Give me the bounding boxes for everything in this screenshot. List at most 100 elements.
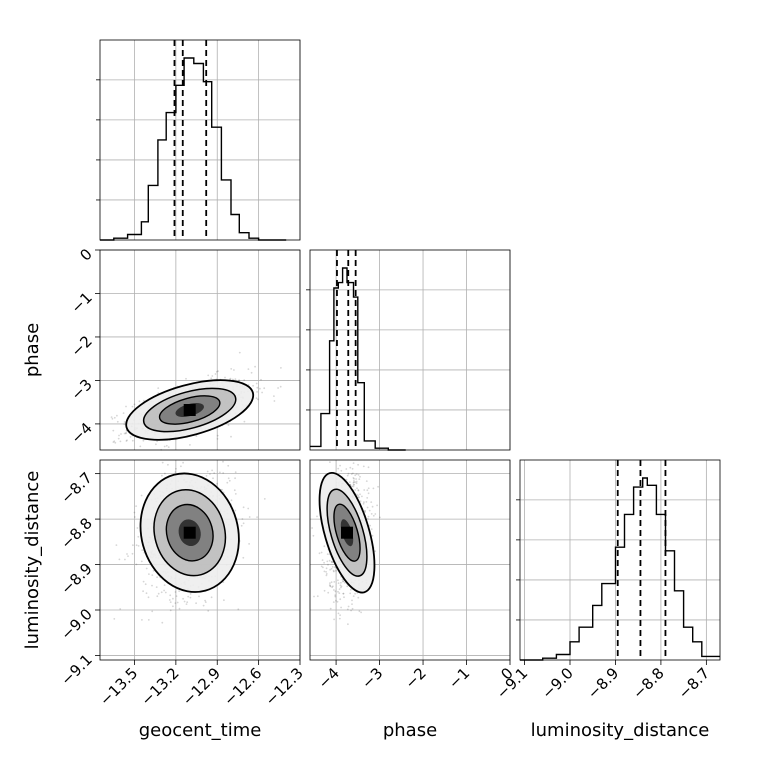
- scatter-point: [127, 555, 129, 557]
- scatter-point: [331, 560, 333, 563]
- scatter-point: [340, 586, 342, 589]
- scatter-point: [344, 581, 346, 584]
- scatter-point: [365, 480, 368, 482]
- scatter-point: [351, 467, 354, 470]
- scatter-point: [370, 528, 373, 530]
- scatter-point: [178, 590, 181, 592]
- scatter-point: [329, 582, 331, 584]
- scatter-point: [335, 599, 337, 602]
- scatter-point: [374, 550, 377, 553]
- y-tick-label-phase: −2: [67, 332, 95, 360]
- x-tick-label-luminosity-distance: −8.7: [675, 664, 713, 702]
- scatter-point: [325, 573, 328, 575]
- scatter-point: [248, 543, 251, 545]
- scatter-point: [329, 585, 332, 588]
- scatter-point: [156, 440, 159, 443]
- scatter-point: [123, 432, 126, 435]
- scatter-point: [325, 567, 328, 570]
- scatter-point: [352, 484, 355, 486]
- scatter-point: [330, 567, 333, 570]
- scatter-point: [352, 482, 355, 484]
- scatter-point: [337, 579, 339, 582]
- scatter-point: [174, 471, 177, 473]
- scatter-point: [338, 588, 341, 590]
- scatter-point: [351, 603, 353, 605]
- scatter-point: [323, 545, 326, 548]
- scatter-point: [227, 464, 230, 467]
- panel-hist-phase: [306, 249, 511, 451]
- panel-joint-geocent-time-luminosity-distance: −13.5−13.2−12.9−12.6−12.3 −9.1 −9.0 −8.9 −8.…: [57, 459, 307, 709]
- scatter-point: [351, 599, 353, 602]
- scatter-point: [323, 570, 326, 573]
- scatter-point: [240, 524, 243, 527]
- scatter-point: [242, 522, 245, 525]
- scatter-point: [207, 610, 210, 612]
- scatter-point: [331, 566, 334, 568]
- scatter-point: [123, 421, 126, 423]
- scatter-point: [357, 463, 359, 466]
- scatter-point: [112, 429, 115, 432]
- scatter-point: [161, 621, 164, 624]
- scatter-point: [342, 580, 345, 582]
- y-tick-label-phase: 0: [76, 245, 95, 264]
- scatter-point: [129, 436, 132, 438]
- scatter-point: [353, 483, 355, 486]
- x-tick-label-luminosity-distance: −8.9: [584, 664, 622, 702]
- scatter-point: [358, 496, 360, 499]
- scatter-point: [342, 580, 344, 583]
- scatter-point: [172, 605, 174, 608]
- density-peak: [341, 526, 353, 539]
- scatter-point: [326, 553, 329, 555]
- scatter-point: [118, 558, 121, 561]
- scatter-point: [163, 445, 166, 448]
- scatter-point: [248, 516, 251, 518]
- panel-frame: [309, 459, 511, 661]
- scatter-point: [363, 489, 366, 491]
- scatter-point: [342, 592, 345, 595]
- scatter-point: [351, 485, 354, 488]
- scatter-point: [204, 601, 207, 603]
- scatter-point: [352, 472, 354, 475]
- scatter-point: [242, 506, 245, 509]
- scatter-point: [337, 582, 340, 585]
- scatter-point: [333, 581, 336, 583]
- scatter-point: [347, 472, 350, 475]
- scatter-point: [137, 535, 140, 538]
- scatter-point: [277, 387, 279, 389]
- scatter-point: [195, 435, 198, 437]
- scatter-point: [359, 475, 361, 478]
- scatter-point: [357, 494, 359, 497]
- scatter-point: [122, 412, 125, 414]
- scatter-point: [210, 377, 213, 380]
- histogram-phase: [310, 267, 406, 451]
- scatter-point: [331, 586, 333, 589]
- scatter-point: [157, 592, 160, 595]
- scatter-point: [362, 465, 365, 468]
- scatter-point: [148, 573, 150, 575]
- scatter-point: [340, 585, 343, 588]
- scatter-point: [164, 472, 166, 475]
- scatter-point: [325, 571, 327, 573]
- scatter-point: [332, 601, 335, 603]
- scatter-point: [370, 513, 373, 515]
- scatter-point: [369, 524, 371, 527]
- scatter-point: [131, 439, 134, 442]
- scatter-point: [113, 440, 116, 443]
- scatter-point: [247, 507, 250, 510]
- scatter-point: [243, 379, 246, 381]
- scatter-point: [352, 477, 355, 479]
- panel-frame: [99, 459, 301, 661]
- scatter-point: [117, 437, 120, 440]
- scatter-point: [379, 516, 381, 519]
- scatter-point: [353, 480, 355, 482]
- scatter-point: [340, 469, 343, 472]
- scatter-point: [357, 596, 360, 599]
- scatter-point: [169, 594, 172, 597]
- x-tick-label-luminosity-distance: −8.8: [629, 664, 667, 702]
- scatter-point: [230, 435, 232, 438]
- scatter-point: [125, 431, 127, 434]
- x-tick-label-geocent-time: −12.6: [220, 664, 265, 709]
- scatter-point: [263, 387, 266, 390]
- scatter-point: [215, 370, 218, 373]
- scatter-point: [365, 501, 368, 503]
